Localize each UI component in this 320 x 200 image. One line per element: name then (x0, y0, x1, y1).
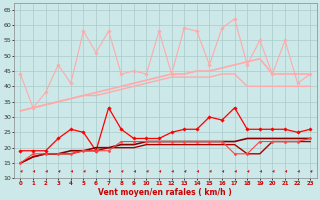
X-axis label: Vent moyen/en rafales ( km/h ): Vent moyen/en rafales ( km/h ) (99, 188, 232, 197)
